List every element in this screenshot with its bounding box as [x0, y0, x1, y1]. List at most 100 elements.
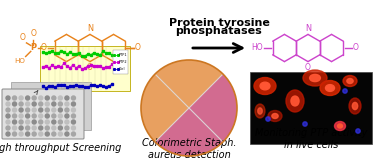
Text: N: N — [87, 24, 93, 33]
Ellipse shape — [286, 90, 304, 112]
Circle shape — [26, 120, 29, 124]
Circle shape — [19, 96, 23, 100]
Circle shape — [52, 108, 56, 112]
Circle shape — [71, 132, 76, 136]
Circle shape — [65, 108, 69, 112]
Circle shape — [6, 96, 10, 100]
Circle shape — [32, 132, 36, 136]
Circle shape — [58, 102, 62, 106]
Circle shape — [26, 132, 29, 136]
Ellipse shape — [338, 124, 342, 128]
Circle shape — [12, 102, 17, 106]
Text: Monitoring PTP activity
in live cells: Monitoring PTP activity in live cells — [255, 128, 367, 150]
Ellipse shape — [291, 96, 299, 106]
Circle shape — [356, 129, 360, 133]
Polygon shape — [11, 82, 91, 130]
Ellipse shape — [303, 70, 327, 86]
FancyBboxPatch shape — [113, 49, 127, 74]
Ellipse shape — [310, 74, 321, 82]
Text: O: O — [30, 29, 36, 38]
Text: HO: HO — [252, 43, 263, 52]
Text: Ctrl: Ctrl — [119, 67, 125, 71]
Circle shape — [45, 102, 49, 106]
Text: HO: HO — [14, 58, 25, 64]
Circle shape — [12, 126, 17, 130]
Circle shape — [6, 120, 10, 124]
Circle shape — [19, 102, 23, 106]
Circle shape — [71, 126, 76, 130]
Circle shape — [19, 114, 23, 118]
Ellipse shape — [343, 76, 357, 86]
Circle shape — [52, 96, 56, 100]
Text: O: O — [135, 43, 141, 52]
Circle shape — [32, 102, 36, 106]
Circle shape — [6, 132, 10, 136]
Circle shape — [12, 120, 17, 124]
Circle shape — [65, 132, 69, 136]
Circle shape — [141, 60, 237, 156]
Circle shape — [71, 114, 76, 118]
Text: P: P — [30, 43, 36, 52]
Circle shape — [52, 114, 56, 118]
Ellipse shape — [254, 78, 276, 94]
Text: Colorimetric Staph.
aureus detection: Colorimetric Staph. aureus detection — [142, 138, 236, 160]
Circle shape — [65, 120, 69, 124]
Circle shape — [343, 89, 347, 93]
Circle shape — [12, 108, 17, 112]
Circle shape — [26, 126, 29, 130]
FancyBboxPatch shape — [250, 72, 372, 144]
Circle shape — [6, 108, 10, 112]
Text: PTP1: PTP1 — [119, 53, 128, 57]
Ellipse shape — [260, 82, 270, 90]
Circle shape — [45, 120, 49, 124]
Circle shape — [39, 114, 43, 118]
Circle shape — [52, 132, 56, 136]
Circle shape — [19, 132, 23, 136]
Circle shape — [32, 126, 36, 130]
Circle shape — [45, 132, 49, 136]
Circle shape — [58, 96, 62, 100]
Circle shape — [71, 96, 76, 100]
Circle shape — [6, 114, 10, 118]
Circle shape — [26, 114, 29, 118]
Circle shape — [32, 108, 36, 112]
Circle shape — [58, 114, 62, 118]
Ellipse shape — [268, 111, 282, 122]
Text: O: O — [353, 43, 359, 52]
Circle shape — [71, 108, 76, 112]
Ellipse shape — [352, 102, 358, 110]
Ellipse shape — [349, 98, 361, 114]
Circle shape — [65, 114, 69, 118]
Text: N: N — [305, 24, 311, 33]
Text: High throughput Screening: High throughput Screening — [0, 143, 121, 153]
Ellipse shape — [258, 108, 262, 114]
Circle shape — [12, 96, 17, 100]
FancyBboxPatch shape — [2, 89, 84, 139]
Circle shape — [45, 96, 49, 100]
Circle shape — [303, 122, 307, 126]
FancyBboxPatch shape — [40, 46, 130, 91]
Circle shape — [52, 120, 56, 124]
Circle shape — [71, 102, 76, 106]
Text: O: O — [20, 33, 26, 42]
Circle shape — [65, 102, 69, 106]
Circle shape — [58, 126, 62, 130]
Circle shape — [58, 108, 62, 112]
Text: phosphatases: phosphatases — [176, 26, 262, 36]
Ellipse shape — [325, 85, 335, 91]
Circle shape — [32, 114, 36, 118]
Circle shape — [6, 102, 10, 106]
Circle shape — [39, 96, 43, 100]
Circle shape — [52, 102, 56, 106]
Circle shape — [65, 96, 69, 100]
Circle shape — [52, 126, 56, 130]
Circle shape — [65, 126, 69, 130]
Circle shape — [266, 117, 270, 121]
Circle shape — [19, 108, 23, 112]
Circle shape — [58, 120, 62, 124]
Circle shape — [26, 102, 29, 106]
Circle shape — [39, 132, 43, 136]
Text: O: O — [41, 43, 47, 52]
Circle shape — [19, 120, 23, 124]
Circle shape — [39, 108, 43, 112]
